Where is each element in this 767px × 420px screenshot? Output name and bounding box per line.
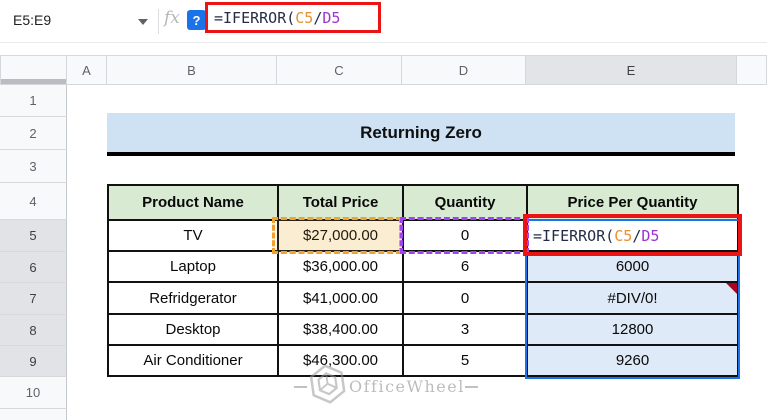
cell-E4[interactable]: Price Per Quantity	[528, 186, 737, 219]
select-all-triangle	[1, 79, 66, 84]
column-header-a[interactable]: A	[67, 55, 107, 85]
column-header-e[interactable]: E	[526, 55, 737, 85]
name-box[interactable]: E5:E9	[0, 0, 156, 43]
cell-B6[interactable]: Laptop	[109, 252, 277, 281]
watermark-text: OfficeWheel	[349, 377, 465, 396]
row-header-9[interactable]: 9	[0, 346, 67, 377]
cell-B4[interactable]: Product Name	[109, 186, 277, 219]
formula-bar-input[interactable]: =IFERROR(C5/D5	[208, 9, 340, 27]
fx-icon: fx	[164, 8, 180, 28]
column-header-d[interactable]: D	[402, 55, 526, 85]
error-corner-flag-icon	[726, 283, 737, 294]
cell-D8[interactable]: 3	[404, 315, 526, 344]
cell-E9[interactable]: 9260	[528, 346, 737, 375]
row-header-4[interactable]: 4	[0, 183, 67, 220]
row-header-7[interactable]: 7	[0, 283, 67, 315]
row-header-8[interactable]: 8	[0, 315, 67, 346]
row-header-3[interactable]: 3	[0, 150, 67, 183]
cell-D5[interactable]: 0	[404, 221, 526, 250]
formula-ref-d5: D5	[322, 8, 341, 27]
formula-function: =IFERROR(	[533, 226, 615, 245]
formula-operator: /	[313, 8, 323, 27]
row-header-10[interactable]: 10	[0, 377, 67, 409]
cell-B9[interactable]: Air Conditioner	[109, 346, 277, 375]
cell-B8[interactable]: Desktop	[109, 315, 277, 344]
cell-E5-formula-input[interactable]: =IFERROR(C5/D5	[528, 221, 737, 250]
watermark-right-dash	[464, 385, 478, 388]
cell-D9[interactable]: 5	[404, 346, 526, 375]
row-header-1[interactable]: 1	[0, 85, 67, 117]
watermark-left-dash	[294, 385, 307, 388]
name-box-value: E5:E9	[13, 12, 52, 28]
cell-E8[interactable]: 12800	[528, 315, 737, 344]
column-header-c[interactable]: C	[277, 55, 402, 85]
cell-C7[interactable]: $41,000.00	[279, 283, 402, 313]
cell-B7[interactable]: Refridgerator	[109, 283, 277, 313]
cell-C8[interactable]: $38,400.00	[279, 315, 402, 344]
cell-C6[interactable]: $36,000.00	[279, 252, 402, 281]
row-header-11-partial[interactable]	[0, 409, 67, 420]
row-header-6[interactable]: 6	[0, 252, 67, 283]
chevron-down-icon[interactable]	[138, 19, 148, 25]
column-header-f[interactable]	[737, 55, 767, 85]
formula-ref-c5: C5	[295, 8, 314, 27]
row-header-5[interactable]: 5	[0, 220, 67, 252]
formula-operator: /	[632, 226, 642, 245]
cell-E6[interactable]: 6000	[528, 252, 737, 281]
formula-ref-d5: D5	[641, 226, 660, 245]
cell-C5[interactable]: $27,000.00	[279, 221, 402, 250]
cell-C4[interactable]: Total Price	[279, 186, 402, 219]
column-header-b[interactable]: B	[107, 55, 277, 85]
formula-ref-c5: C5	[614, 226, 633, 245]
watermark: OfficeWheel	[294, 364, 478, 409]
error-value: #DIV/0!	[607, 289, 658, 307]
sheet-title-cell[interactable]: Returning Zero	[107, 113, 735, 156]
cell-D6[interactable]: 6	[404, 252, 526, 281]
officewheel-logo-icon	[306, 362, 350, 412]
row-header-2[interactable]: 2	[0, 117, 67, 150]
formula-function: =IFERROR(	[214, 8, 296, 27]
select-all-corner[interactable]	[0, 55, 67, 85]
cell-B5[interactable]: TV	[109, 221, 277, 250]
help-icon[interactable]: ?	[187, 10, 206, 30]
cell-D7[interactable]: 0	[404, 283, 526, 313]
cell-D4[interactable]: Quantity	[404, 186, 526, 219]
toolbar-divider	[158, 9, 159, 34]
cell-C9[interactable]: $46,300.00	[279, 346, 402, 375]
formula-toolbar: E5:E9 fx ? =IFERROR(C5/D5	[0, 0, 767, 43]
annotation-red-box-formula-bar: =IFERROR(C5/D5	[205, 2, 381, 33]
cell-E7-error[interactable]: #DIV/0!	[528, 283, 737, 313]
data-table: Product Name Total Price Quantity Price …	[107, 184, 739, 377]
